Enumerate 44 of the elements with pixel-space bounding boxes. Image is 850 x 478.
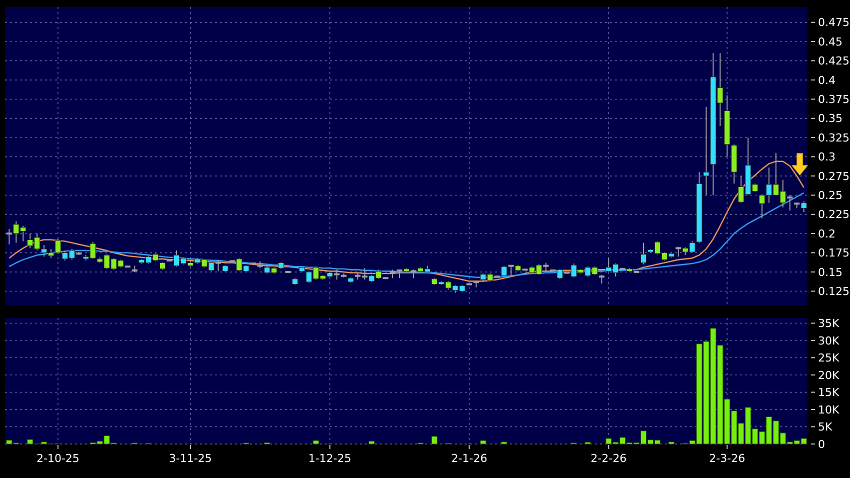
bar: [368, 440, 375, 444]
x-tick-label: 2-10-25: [36, 452, 80, 465]
x-tick-label: 2-3-26: [709, 452, 746, 465]
y-tick-label: 0.35: [818, 112, 842, 126]
y-tick-label: 0.175: [818, 246, 850, 260]
candlestick: [214, 260, 222, 272]
y-tick-label: 0.2: [818, 227, 836, 240]
y-tick-label: 25K: [818, 352, 840, 365]
candlestick: [542, 262, 550, 272]
y-tick-label: 5K: [818, 420, 833, 434]
bar: [668, 442, 674, 444]
line-series: [8, 192, 804, 278]
y-tick-label: 0.25: [818, 189, 842, 202]
x-tick-label: 2-2-26: [590, 452, 627, 465]
y-tick-label: 0.225: [818, 208, 850, 222]
candlestick: [786, 194, 794, 212]
candlestick: [674, 246, 682, 258]
y-tick-label: 30K: [818, 334, 840, 348]
y-tick-label: 0.125: [818, 285, 850, 298]
y-tick-label: 0.425: [818, 54, 850, 68]
y-tick-label: 0.45: [818, 35, 842, 48]
y-tick-label: 0.4: [818, 74, 836, 87]
candlestick: [507, 264, 515, 276]
bar: [431, 436, 438, 444]
bar: [312, 440, 319, 444]
y-tick-label: 20K: [818, 368, 840, 382]
candlestick: [5, 228, 13, 245]
y-tick-label: 15K: [818, 386, 840, 400]
x-tick-label: 2-1-26: [451, 452, 488, 465]
bar: [480, 440, 486, 444]
y-tick-label: 0.3: [818, 150, 836, 164]
y-tick-label: 0.275: [818, 170, 850, 183]
bar: [501, 442, 508, 444]
x-tick-label: 3-11-25: [168, 452, 212, 465]
candlestick: [703, 106, 710, 196]
y-tick-label: 0.375: [818, 93, 850, 106]
y-tick-label: 0.325: [818, 131, 850, 144]
y-tick-label: 10K: [818, 403, 840, 416]
y-tick-label: 35K: [818, 317, 840, 330]
candlestick: [640, 242, 647, 265]
y-tick-label: 0: [818, 438, 825, 451]
y-tick-label: 0.475: [818, 16, 850, 30]
x-tick-label: 1-12-25: [308, 452, 352, 465]
y-tick-label: 0.15: [818, 266, 842, 279]
